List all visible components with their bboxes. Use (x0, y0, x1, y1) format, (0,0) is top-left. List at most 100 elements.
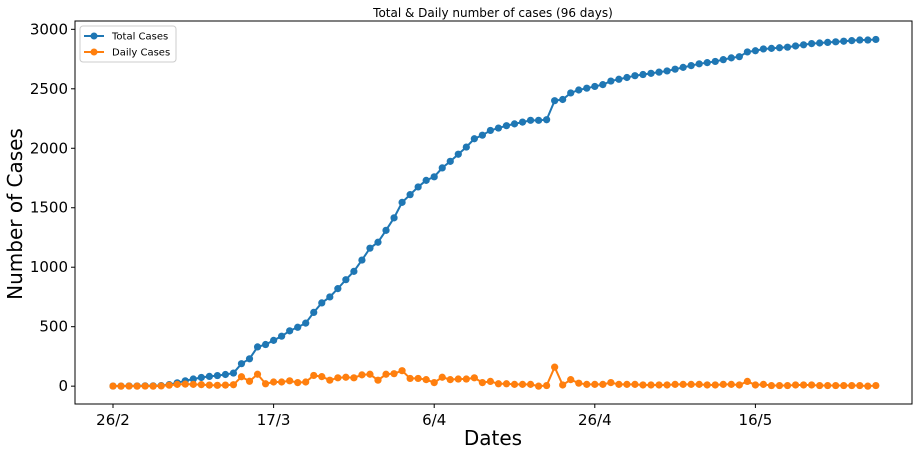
data-point (719, 56, 727, 64)
y-tick-label: 1000 (30, 258, 68, 276)
data-point (848, 381, 856, 390)
data-point (422, 176, 430, 184)
data-point (727, 380, 735, 388)
data-point (856, 36, 864, 44)
data-point (695, 380, 703, 388)
data-point (671, 380, 679, 388)
data-point (751, 47, 760, 55)
data-point (494, 380, 503, 388)
data-point (639, 381, 647, 389)
data-point (294, 378, 302, 387)
x-tick-label: 26/4 (578, 411, 612, 429)
data-point (808, 40, 816, 48)
data-point (350, 267, 358, 275)
data-point (655, 68, 663, 76)
data-point (703, 381, 711, 389)
data-point (318, 373, 326, 381)
data-point (607, 378, 615, 387)
series-total-cases (109, 35, 880, 390)
data-point (358, 256, 366, 264)
data-point (494, 124, 503, 132)
data-point (390, 214, 398, 222)
data-point (470, 135, 478, 143)
y-axis: 0 500 1000 1500 2000 2500 3000 (30, 20, 75, 395)
series-line (113, 38, 876, 388)
data-point (695, 60, 703, 68)
data-point (229, 369, 238, 377)
data-point (567, 376, 575, 384)
data-point (406, 191, 414, 199)
data-point (671, 65, 679, 73)
data-point (462, 375, 470, 383)
series-daily-cases (109, 363, 880, 390)
data-point (872, 35, 880, 44)
data-point (189, 375, 197, 383)
data-point (583, 380, 591, 388)
data-point (157, 382, 165, 390)
data-point (470, 374, 478, 382)
data-point (502, 380, 511, 388)
data-point (205, 372, 213, 380)
x-tick-label: 16/5 (739, 411, 773, 429)
data-point (735, 381, 743, 389)
legend-label-daily: Daily Cases (112, 48, 170, 59)
data-point (197, 381, 205, 389)
data-point (302, 319, 310, 327)
data-point (286, 377, 294, 385)
data-point (583, 84, 591, 92)
data-point (245, 377, 254, 385)
data-point (816, 39, 824, 47)
data-point (398, 198, 406, 206)
data-point (607, 77, 615, 85)
data-point (832, 381, 840, 390)
data-point (711, 57, 719, 66)
y-tick-label: 500 (39, 318, 68, 336)
data-point (840, 381, 848, 390)
data-point (631, 380, 639, 388)
data-point (743, 377, 751, 385)
data-point (366, 370, 374, 378)
data-point (334, 285, 342, 293)
data-point (687, 380, 695, 388)
data-point (382, 226, 390, 234)
data-point (318, 299, 326, 307)
data-point (454, 150, 462, 158)
data-point (149, 382, 157, 390)
data-point (141, 382, 149, 390)
data-point (534, 382, 543, 390)
data-point (326, 293, 334, 301)
x-axis: 26/2 17/3 6/4 26/4 16/5 (96, 404, 772, 429)
data-point (783, 43, 792, 51)
data-point (165, 381, 173, 389)
legend-entry-total: Total Cases (84, 32, 168, 43)
data-point (727, 54, 735, 62)
data-point (679, 63, 687, 71)
data-point (703, 59, 711, 67)
data-point (221, 370, 230, 379)
data-point (639, 70, 647, 79)
data-point (213, 371, 221, 380)
data-point (342, 276, 350, 284)
data-point (631, 72, 639, 80)
data-point (213, 381, 221, 389)
y-tick-label: 0 (58, 377, 68, 395)
data-point (510, 380, 519, 388)
data-point (430, 173, 438, 181)
data-point (414, 183, 422, 191)
data-point (864, 36, 872, 44)
data-point (502, 122, 511, 130)
data-point (125, 382, 133, 390)
data-point (543, 381, 551, 390)
data-point (197, 373, 205, 382)
data-point (302, 378, 310, 386)
data-point (759, 45, 768, 53)
data-point (599, 81, 607, 89)
data-point (261, 340, 270, 349)
data-point (679, 380, 687, 388)
data-point (237, 373, 246, 381)
data-point (663, 381, 671, 389)
data-point (799, 381, 808, 389)
data-point (245, 355, 254, 363)
data-point (374, 238, 382, 246)
data-point (864, 382, 872, 390)
